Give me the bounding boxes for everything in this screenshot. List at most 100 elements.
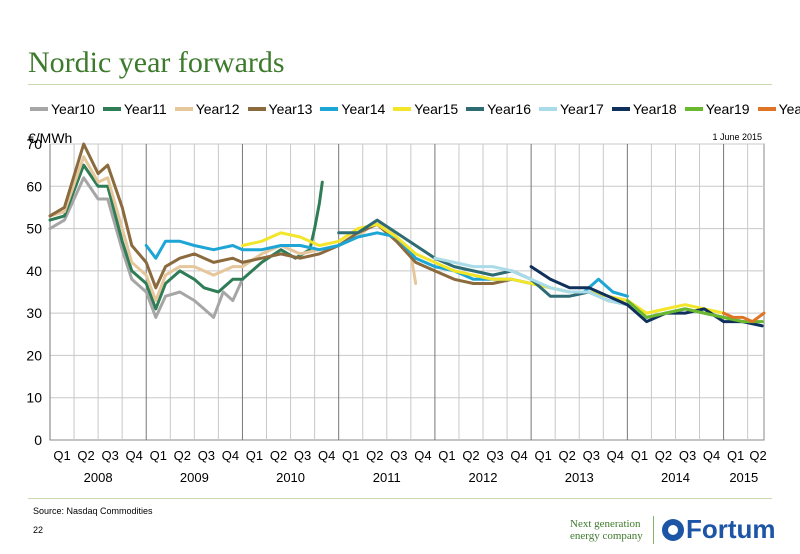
y-tick-label: 40 — [26, 263, 42, 279]
x-quarter-label: Q4 — [126, 448, 143, 463]
legend-item-year12: Year12 — [174, 101, 240, 117]
fortum-logo: Fortum — [662, 514, 776, 545]
legend-label: Year12 — [195, 101, 240, 117]
x-year-label: 2012 — [469, 470, 498, 485]
legend-label: Year16 — [487, 101, 531, 117]
series-line-year13 — [48, 142, 514, 290]
x-quarter-label: Q4 — [414, 448, 431, 463]
x-year-label: 2015 — [729, 470, 758, 485]
legend-item-year19: Year19 — [684, 101, 750, 117]
x-quarter-label: Q4 — [318, 448, 335, 463]
y-tick-label: 50 — [26, 221, 42, 237]
legend-swatch — [393, 107, 412, 111]
series-line-year15 — [241, 222, 726, 315]
x-quarter-label: Q1 — [631, 448, 648, 463]
legend-label: Year15 — [414, 101, 459, 117]
legend-swatch — [466, 107, 485, 111]
y-tick-label: 0 — [34, 432, 42, 448]
x-quarter-label: Q3 — [101, 448, 118, 463]
x-quarter-label: Q2 — [749, 448, 766, 463]
legend-swatch — [757, 107, 776, 111]
x-year-label: 2010 — [276, 470, 305, 485]
plot-frame — [49, 143, 765, 441]
source-note: Source: Nasdaq Commodities — [33, 506, 153, 516]
y-tick-label: 30 — [26, 305, 42, 321]
x-year-label: 2011 — [373, 470, 401, 485]
y-tick-label: 20 — [26, 347, 42, 363]
legend-item-year17: Year17 — [538, 101, 604, 117]
x-year-label: 2013 — [565, 470, 594, 485]
date-note: 1 June 2015 — [712, 132, 762, 142]
x-quarter-label: Q1 — [727, 448, 744, 463]
legend-swatch — [174, 107, 193, 111]
x-quarter-label: Q2 — [366, 448, 383, 463]
legend-swatch — [538, 107, 557, 111]
x-quarter-label: Q3 — [486, 448, 503, 463]
y-tick-label: 60 — [26, 178, 42, 194]
legend-label: Year18 — [632, 101, 677, 117]
x-quarter-label: Q1 — [53, 448, 70, 463]
x-quarter-label: Q4 — [703, 448, 720, 463]
legend-item-year15: Year15 — [393, 101, 458, 117]
x-quarter-label: Q1 — [342, 448, 359, 463]
legend-item-year13: Year13 — [247, 101, 313, 117]
logo-divider — [653, 516, 654, 544]
x-quarter-label: Q3 — [583, 448, 600, 463]
x-quarter-label: Q4 — [222, 448, 239, 463]
legend-item-year14: Year14 — [320, 101, 385, 117]
legend-label: Year14 — [341, 101, 386, 117]
x-quarter-label: Q1 — [438, 448, 455, 463]
y-axis-unit: €/MWh — [28, 130, 73, 146]
x-quarter-label: Q1 — [534, 448, 551, 463]
series-line-year18 — [529, 265, 764, 328]
legend-label: Year20 — [778, 101, 800, 117]
x-year-label: 2009 — [180, 470, 209, 485]
logo-text: Fortum — [686, 514, 776, 544]
x-quarter-label: Q4 — [607, 448, 624, 463]
x-quarter-label: Q2 — [655, 448, 672, 463]
y-tick-label: 10 — [26, 390, 42, 406]
tagline: Next generation energy company — [570, 518, 643, 542]
legend-label: Year13 — [268, 101, 313, 117]
x-quarter-label: Q2 — [270, 448, 287, 463]
legend-item-year11: Year11 — [102, 101, 167, 117]
legend-item-year18: Year18 — [611, 101, 677, 117]
x-quarter-label: Q3 — [390, 448, 407, 463]
legend-label: Year10 — [51, 101, 95, 117]
legend-swatch — [247, 107, 266, 111]
title-divider — [28, 84, 772, 85]
legend-item-year20: Year20 — [757, 101, 800, 117]
legend-swatch — [30, 107, 48, 111]
legend-swatch — [684, 107, 703, 111]
legend-item-year10: Year10 — [30, 101, 95, 117]
x-quarter-label: Q1 — [150, 448, 167, 463]
series-line-year20 — [722, 311, 766, 324]
x-quarter-label: Q4 — [510, 448, 527, 463]
legend-swatch — [102, 107, 121, 111]
x-year-label: 2008 — [84, 470, 113, 485]
legend-label: Year17 — [559, 101, 604, 117]
fortum-logo-icon — [662, 518, 684, 541]
legend-item-year16: Year16 — [466, 101, 531, 117]
legend-label: Year19 — [705, 101, 750, 117]
x-quarter-label: Q2 — [462, 448, 479, 463]
page-number: 22 — [33, 525, 44, 535]
x-quarter-label: Q2 — [559, 448, 576, 463]
footer-divider — [28, 498, 772, 499]
x-quarter-label: Q3 — [294, 448, 311, 463]
x-quarter-label: Q2 — [77, 448, 94, 463]
legend-swatch — [320, 107, 339, 111]
y-tick-label: 70 — [26, 136, 42, 152]
x-quarter-label: Q3 — [198, 448, 215, 463]
x-year-label: 2014 — [661, 470, 690, 485]
x-quarter-label: Q3 — [679, 448, 696, 463]
x-quarter-label: Q1 — [246, 448, 263, 463]
x-quarter-label: Q2 — [174, 448, 191, 463]
chart-legend: Year10 Year11 Year12 Year13 Year14 Year15 Year… — [30, 101, 800, 117]
page-title: Nordic year forwards — [28, 46, 285, 79]
series-line-year10 — [48, 176, 244, 319]
legend-label: Year11 — [123, 101, 167, 117]
series-line-year19 — [625, 299, 764, 324]
legend-swatch — [611, 107, 630, 111]
